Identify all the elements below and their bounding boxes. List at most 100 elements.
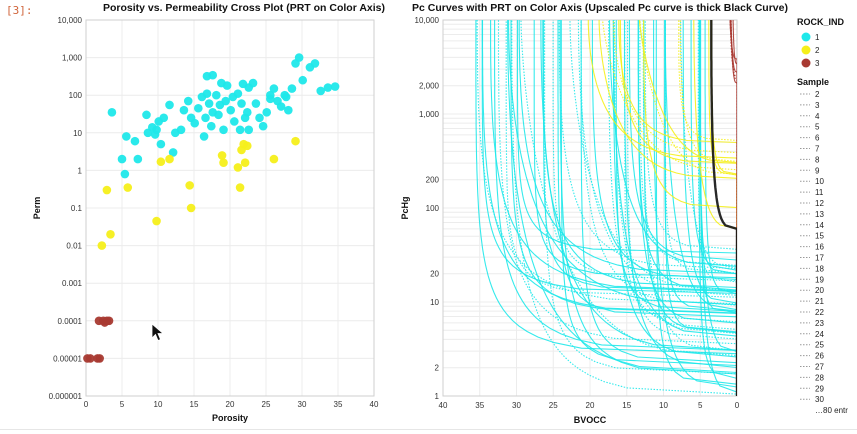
- scatter-point-rock-1: [269, 84, 279, 93]
- legend-swatch-rock-1: [801, 32, 811, 42]
- x-tick-label: 25: [549, 401, 558, 410]
- pc-curve-rock-1: [624, 20, 737, 396]
- scatter-point-rock-1: [165, 100, 174, 110]
- scatter-point-rock-1: [323, 83, 333, 92]
- scatter-point-rock-1: [316, 86, 326, 96]
- x-tick-label: 40: [370, 400, 379, 409]
- scatter-point-rock-1: [142, 110, 151, 120]
- scatter-point-rock-1: [179, 105, 189, 115]
- y-tick-label: 0.001: [62, 279, 83, 288]
- scatter-point-rock-1: [310, 59, 320, 68]
- pc-curve-group: [475, 20, 737, 396]
- pc-curve-rock-1: [653, 20, 737, 396]
- scatter-point-rock-2: [233, 163, 243, 172]
- pc-curve-rock-1: [520, 20, 737, 396]
- x-tick-label: 40: [439, 401, 448, 410]
- scatter-point-rock-1: [284, 105, 293, 115]
- x-tick-label: 20: [586, 401, 595, 410]
- scatter-point-rock-1: [133, 154, 143, 164]
- scatter-point-rock-1: [242, 108, 252, 117]
- scatter-point-rock-1: [190, 118, 200, 128]
- scatter-point-rock-2: [123, 183, 133, 192]
- pc-curve-rock-1: [481, 20, 737, 396]
- x-tick-label: 35: [475, 401, 484, 410]
- legend-sample-label: 2: [815, 90, 820, 99]
- scatter-point-rock-1: [281, 92, 291, 102]
- pc-curve-rock-1: [507, 20, 737, 396]
- legend-item-label: 1: [815, 33, 820, 42]
- legend-sample-label: 15: [815, 232, 824, 241]
- y-tick-label: 100: [69, 91, 83, 100]
- scatter-point-rock-2: [242, 141, 252, 151]
- pc-curve-rock-2: [618, 20, 737, 396]
- scatter-point-rock-1: [219, 125, 228, 135]
- pc-curve-rock-1: [655, 20, 737, 396]
- y-tick-label: 1: [435, 392, 440, 401]
- x-tick-label: 0: [84, 400, 89, 409]
- legend-sample-label: 6: [815, 134, 820, 143]
- legend-color-title: ROCK_IND: [797, 17, 845, 27]
- scatter-point-rock-2: [219, 158, 228, 168]
- scatter-point-rock-1: [122, 132, 131, 141]
- pc-curve-rock-3: [730, 20, 737, 396]
- pc-curve-rock-1: [552, 20, 737, 396]
- scatter-point-rock-1: [255, 113, 264, 123]
- pc-curve-rock-1: [644, 20, 737, 396]
- scatter-point-rock-1: [130, 136, 140, 146]
- pc-curve-rock-1: [580, 20, 737, 396]
- x-tick-label: 25: [262, 400, 271, 409]
- legend-item-label: 2: [815, 46, 820, 55]
- scatter-point-rock-1: [226, 105, 236, 115]
- legend-sample-label: 23: [815, 319, 824, 328]
- pc-curve-rock-2: [598, 20, 737, 396]
- pc-curve-rock-1: [511, 20, 737, 396]
- pc-curve-rock-2: [678, 20, 737, 396]
- pc-curve-rock-2: [638, 20, 737, 396]
- pc-curve-rock-2: [602, 20, 737, 396]
- legend-sample-label: 14: [815, 221, 824, 230]
- pc-curve-rock-1: [608, 20, 737, 396]
- legend-sample-label: 19: [815, 275, 824, 284]
- scatter-point-rock-1: [168, 148, 178, 157]
- x-tick-label: 5: [698, 401, 703, 410]
- y-axis-label: Perm: [32, 197, 42, 220]
- x-tick-label: 20: [226, 400, 235, 409]
- y-tick-label: 0.01: [66, 242, 82, 251]
- scatter-point-rock-2: [235, 183, 245, 192]
- pc-curve-rock-1: [490, 20, 737, 396]
- pc-curve-rock-1: [664, 20, 737, 396]
- legend-sample-label: 18: [815, 264, 824, 273]
- pc-curve-rock-1: [533, 20, 737, 396]
- y-tick-label: 100: [426, 204, 440, 213]
- y-tick-label: 1: [78, 166, 83, 175]
- cell-divider: [0, 429, 857, 430]
- y-tick-label: 0.00001: [53, 354, 82, 363]
- scatter-point-rock-2: [217, 151, 227, 160]
- scatter-point-rock-2: [102, 185, 112, 195]
- x-tick-label: 0: [735, 401, 740, 410]
- pc-curve-rock-1: [615, 20, 737, 396]
- x-axis-label: Porosity: [212, 413, 248, 423]
- pc-curve-rock-1: [639, 20, 737, 396]
- pc-curve-rock-1: [558, 20, 737, 396]
- y-tick-label: 10: [430, 298, 439, 307]
- x-tick-label: 15: [190, 400, 199, 409]
- scatter-point-rock-1: [266, 94, 275, 104]
- pc-curve-rock-1: [497, 20, 737, 396]
- scatter-point-rock-1: [212, 90, 221, 100]
- scatter-point-rock-1: [201, 113, 210, 123]
- scatter-point-rock-2: [106, 229, 115, 239]
- legend-sample-label: 13: [815, 210, 824, 219]
- scatter-point-rock-1: [251, 99, 261, 108]
- x-tick-label: 10: [659, 401, 668, 410]
- pc-curve-rock-1: [697, 20, 737, 396]
- scatter-point-rock-1: [276, 102, 286, 111]
- scatter-point-rock-1: [244, 125, 254, 135]
- pc-curve-rock-1: [580, 20, 737, 396]
- legend-swatch-rock-2: [801, 45, 811, 55]
- porosity-perm-chart: 0 5 10 15 20 25 30 35 40 0.000001 0.00001 0.0001 0.0…: [32, 2, 385, 423]
- pc-curve-rock-1: [623, 20, 737, 396]
- pc-curve-rock-1: [690, 20, 737, 396]
- legend-sample-label: 17: [815, 254, 824, 263]
- scatter-point-rock-1: [170, 128, 180, 138]
